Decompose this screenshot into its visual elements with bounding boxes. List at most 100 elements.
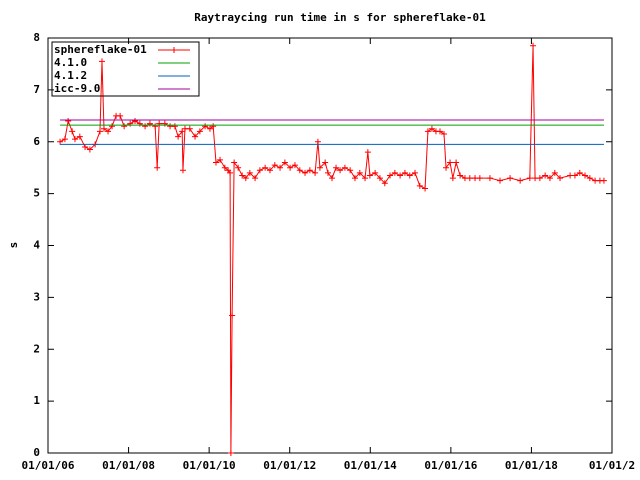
- legend-marker: [171, 47, 177, 53]
- point-marker: [277, 164, 284, 171]
- point-marker: [600, 177, 607, 184]
- point-marker: [436, 128, 443, 135]
- x-tick-label: 01/01/18: [505, 459, 558, 472]
- x-tick-label: 01/01/14: [344, 459, 397, 472]
- point-marker: [401, 169, 408, 176]
- x-tick-label: 01/01/06: [22, 459, 75, 472]
- point-marker: [202, 123, 209, 130]
- point-marker: [152, 123, 159, 130]
- legend-label: 4.1.0: [54, 56, 87, 69]
- point-marker: [179, 167, 186, 174]
- point-marker: [376, 175, 383, 182]
- point-marker: [82, 143, 89, 150]
- point-marker: [453, 159, 460, 166]
- point-marker: [316, 164, 323, 171]
- point-marker: [256, 167, 263, 174]
- chart-title: Raytraycing run time in s for sphereflak…: [194, 11, 486, 24]
- point-marker: [362, 175, 369, 182]
- point-marker: [98, 58, 105, 65]
- point-marker: [312, 169, 319, 176]
- x-tick-label: 01/01/10: [183, 459, 236, 472]
- point-marker: [109, 123, 116, 130]
- y-tick-label: 4: [33, 239, 40, 252]
- point-marker: [517, 177, 524, 184]
- point-marker: [576, 169, 583, 176]
- x-tick-label: 01/01/16: [424, 459, 477, 472]
- point-marker: [117, 112, 124, 119]
- point-marker: [65, 118, 72, 124]
- y-tick-label: 0: [33, 446, 40, 459]
- point-marker: [356, 169, 363, 176]
- point-marker: [422, 185, 429, 192]
- point-marker: [221, 164, 228, 171]
- point-marker: [571, 172, 578, 179]
- point-marker: [296, 167, 303, 174]
- point-marker: [387, 172, 394, 179]
- point-marker: [105, 128, 112, 135]
- point-marker: [266, 167, 273, 174]
- point-marker: [441, 130, 448, 137]
- point-marker: [341, 164, 348, 171]
- point-marker: [530, 42, 537, 49]
- point-marker: [227, 169, 234, 176]
- point-marker: [314, 138, 321, 145]
- point-marker: [61, 136, 68, 143]
- point-marker: [132, 118, 139, 124]
- point-marker: [551, 169, 558, 176]
- point-marker: [497, 177, 504, 184]
- point-marker: [406, 172, 413, 179]
- point-marker: [171, 123, 178, 130]
- point-marker: [449, 175, 456, 182]
- point-marker: [161, 120, 168, 127]
- point-marker: [242, 175, 249, 182]
- y-tick-label: 1: [33, 394, 40, 407]
- point-marker: [121, 123, 128, 130]
- point-marker: [239, 172, 246, 179]
- point-marker: [235, 164, 242, 171]
- point-marker: [397, 172, 404, 179]
- point-marker: [507, 175, 514, 182]
- point-marker: [366, 172, 373, 179]
- point-marker: [324, 169, 331, 176]
- point-marker: [186, 125, 193, 132]
- point-marker: [210, 123, 217, 130]
- point-marker: [457, 172, 464, 179]
- point-marker: [466, 175, 473, 182]
- x-tick-label: 01/01/2: [589, 459, 635, 472]
- legend-box: [51, 41, 200, 97]
- point-marker: [333, 164, 340, 171]
- point-marker: [476, 175, 483, 182]
- y-tick-label: 8: [33, 31, 40, 44]
- x-tick-label: 01/01/08: [102, 459, 155, 472]
- point-marker: [536, 175, 543, 182]
- point-marker: [71, 136, 78, 143]
- y-tick-label: 3: [33, 290, 40, 303]
- point-marker: [142, 123, 149, 130]
- point-marker: [329, 175, 336, 182]
- point-marker: [217, 156, 224, 163]
- point-marker: [443, 164, 450, 171]
- y-tick-label: 6: [33, 135, 40, 148]
- point-marker: [246, 169, 253, 176]
- point-marker: [542, 172, 549, 179]
- x-tick-label: 01/01/12: [263, 459, 316, 472]
- point-marker: [546, 175, 553, 182]
- point-marker: [271, 162, 278, 169]
- point-marker: [306, 167, 313, 174]
- point-marker: [100, 125, 107, 132]
- point-marker: [252, 175, 259, 182]
- y-tick-label: 2: [33, 342, 40, 355]
- plot-border: [47, 37, 613, 454]
- point-marker: [291, 162, 298, 169]
- point-marker: [447, 159, 454, 166]
- point-marker: [76, 133, 83, 140]
- y-tick-label: 7: [33, 83, 40, 96]
- point-marker: [57, 138, 64, 145]
- point-marker: [347, 167, 354, 174]
- point-marker: [281, 159, 288, 166]
- point-marker: [424, 128, 431, 135]
- series-line: [59, 45, 604, 454]
- point-marker: [206, 125, 213, 132]
- point-marker: [486, 175, 493, 182]
